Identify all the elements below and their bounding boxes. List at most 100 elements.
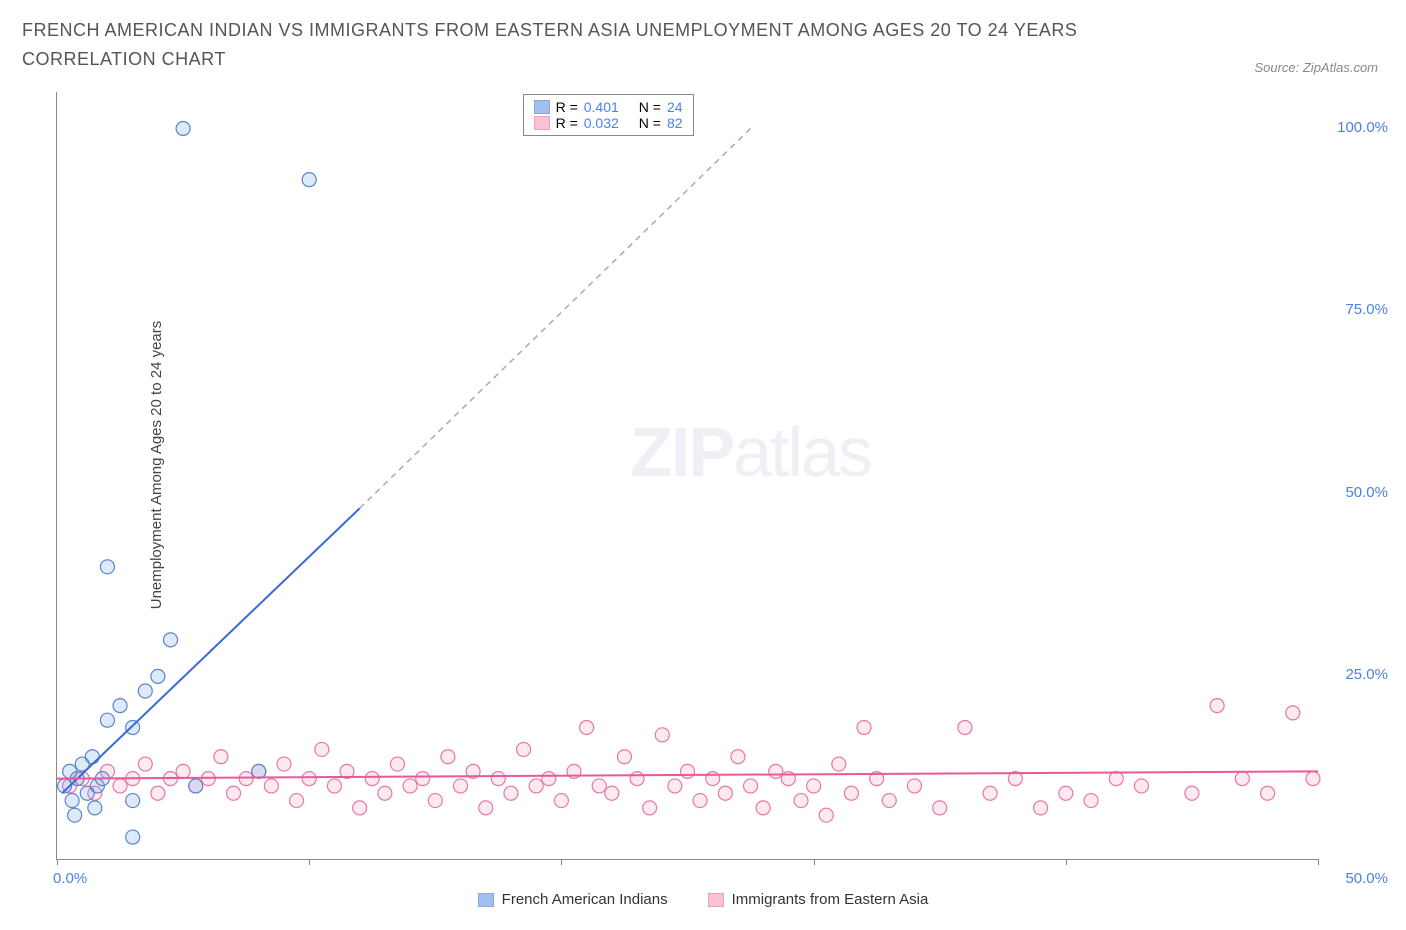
legend-swatch: [708, 893, 724, 907]
scatter-point: [744, 779, 758, 793]
plot-area: ZIPatlas 0.0%50.0%25.0%50.0%75.0%100.0%: [56, 92, 1318, 860]
y-tick-label: 75.0%: [1345, 301, 1388, 318]
scatter-point: [706, 772, 720, 786]
scatter-point: [454, 779, 468, 793]
scatter-point: [126, 830, 140, 844]
y-tick-label: 100.0%: [1337, 119, 1388, 136]
scatter-point: [517, 742, 531, 756]
legend-n-value: 24: [667, 99, 683, 115]
x-tick-label: 50.0%: [1345, 870, 1388, 887]
scatter-point: [542, 772, 556, 786]
scatter-point: [580, 721, 594, 735]
y-tick-label: 50.0%: [1345, 484, 1388, 501]
scatter-point: [907, 779, 921, 793]
scatter-point: [794, 794, 808, 808]
scatter-point: [378, 786, 392, 800]
trend-line-dashed: [360, 129, 751, 509]
scatter-point: [693, 794, 707, 808]
scatter-point: [416, 772, 430, 786]
scatter-point: [113, 699, 127, 713]
series-legend-item: Immigrants from Eastern Asia: [708, 891, 929, 908]
scatter-point: [1261, 786, 1275, 800]
scatter-point: [983, 786, 997, 800]
scatter-point: [176, 764, 190, 778]
scatter-point: [756, 801, 770, 815]
scatter-point: [65, 794, 79, 808]
scatter-point: [100, 713, 114, 727]
scatter-point: [668, 779, 682, 793]
scatter-point: [151, 669, 165, 683]
scatter-point: [441, 750, 455, 764]
scatter-point: [681, 764, 695, 778]
scatter-svg: [57, 92, 1318, 859]
scatter-point: [239, 772, 253, 786]
scatter-point: [88, 801, 102, 815]
series-legend-label: Immigrants from Eastern Asia: [732, 891, 929, 908]
scatter-point: [819, 808, 833, 822]
scatter-point: [138, 757, 152, 771]
scatter-point: [1210, 699, 1224, 713]
scatter-point: [1034, 801, 1048, 815]
scatter-point: [100, 560, 114, 574]
scatter-point: [302, 772, 316, 786]
scatter-point: [113, 779, 127, 793]
legend-r-value: 0.032: [584, 115, 619, 131]
scatter-point: [630, 772, 644, 786]
legend-row: R = 0.401 N = 24: [534, 99, 683, 115]
legend-r-value: 0.401: [584, 99, 619, 115]
scatter-point: [1059, 786, 1073, 800]
correlation-legend: R = 0.401 N = 24 R = 0.032 N = 82: [523, 94, 694, 136]
legend-row: R = 0.032 N = 82: [534, 115, 683, 131]
series-legend-label: French American Indians: [502, 891, 668, 908]
legend-n-label: N =: [639, 115, 661, 131]
scatter-point: [403, 779, 417, 793]
legend-r-label: R =: [556, 115, 578, 131]
legend-n-value: 82: [667, 115, 683, 131]
scatter-point: [428, 794, 442, 808]
scatter-point: [277, 757, 291, 771]
scatter-point: [857, 721, 871, 735]
scatter-point: [479, 801, 493, 815]
scatter-point: [353, 801, 367, 815]
scatter-point: [290, 794, 304, 808]
source-attribution: Source: ZipAtlas.com: [1254, 60, 1378, 75]
series-legend: French American Indians Immigrants from E…: [0, 891, 1406, 908]
scatter-point: [1109, 772, 1123, 786]
series-legend-item: French American Indians: [478, 891, 668, 908]
chart-title: FRENCH AMERICAN INDIAN VS IMMIGRANTS FRO…: [22, 16, 1206, 74]
scatter-point: [529, 779, 543, 793]
scatter-point: [1286, 706, 1300, 720]
scatter-point: [189, 779, 203, 793]
scatter-point: [176, 122, 190, 136]
scatter-point: [126, 794, 140, 808]
scatter-point: [504, 786, 518, 800]
scatter-point: [214, 750, 228, 764]
scatter-point: [390, 757, 404, 771]
scatter-point: [264, 779, 278, 793]
scatter-point: [655, 728, 669, 742]
scatter-point: [617, 750, 631, 764]
scatter-point: [1235, 772, 1249, 786]
legend-swatch: [478, 893, 494, 907]
scatter-point: [68, 808, 82, 822]
scatter-point: [1306, 772, 1320, 786]
scatter-point: [163, 633, 177, 647]
legend-r-label: R =: [556, 99, 578, 115]
scatter-point: [85, 750, 99, 764]
x-tick-label: 0.0%: [53, 870, 87, 887]
scatter-point: [958, 721, 972, 735]
scatter-point: [491, 772, 505, 786]
scatter-point: [126, 721, 140, 735]
scatter-point: [1185, 786, 1199, 800]
scatter-point: [365, 772, 379, 786]
scatter-point: [718, 786, 732, 800]
scatter-point: [327, 779, 341, 793]
scatter-point: [933, 801, 947, 815]
scatter-point: [769, 764, 783, 778]
legend-n-label: N =: [639, 99, 661, 115]
scatter-point: [554, 794, 568, 808]
scatter-point: [832, 757, 846, 771]
scatter-point: [605, 786, 619, 800]
scatter-point: [1134, 779, 1148, 793]
legend-swatch: [534, 100, 550, 114]
